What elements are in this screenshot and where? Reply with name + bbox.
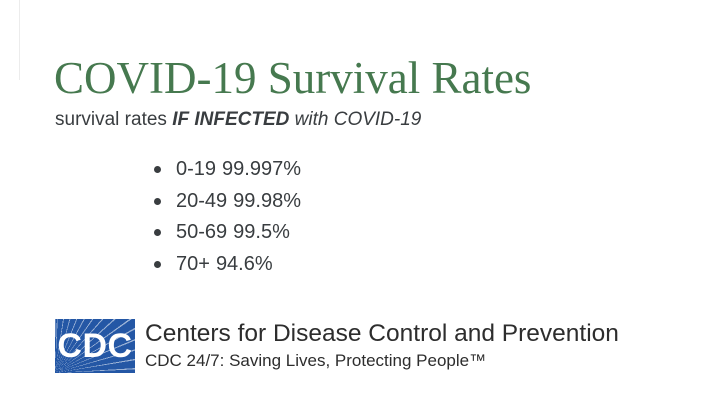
left-edge-divider: [19, 0, 20, 80]
age-group: 0-19: [176, 158, 217, 181]
survival-rate: 99.997%: [222, 158, 301, 181]
cdc-logo-text: CDC: [57, 327, 133, 365]
subtitle-emphasis: IF INFECTED: [172, 109, 290, 130]
survival-rate: 99.98%: [233, 189, 301, 212]
page-title: COVID-19 Survival Rates: [54, 53, 532, 104]
cdc-org-name: Centers for Disease Control and Preventi…: [145, 320, 619, 347]
cdc-footer: CDC Centers for Disease Control and Prev…: [55, 319, 619, 373]
subtitle-prefix: survival rates: [55, 109, 173, 130]
age-group: 20-49: [176, 189, 228, 212]
subtitle: survival rates IF INFECTED with COVID-19: [55, 108, 421, 133]
cdc-logo: CDC: [55, 319, 135, 373]
list-item: 0-19 99.997%: [154, 154, 301, 186]
cdc-org-block: Centers for Disease Control and Preventi…: [145, 319, 619, 372]
cdc-logo-rays-icon: [55, 319, 135, 373]
age-group: 50-69: [176, 221, 228, 244]
subtitle-suffix: with COVID-19: [289, 109, 422, 130]
list-item: 20-49 99.98%: [154, 186, 301, 218]
list-item: 50-69 99.5%: [154, 217, 301, 249]
list-item: 70+ 94.6%: [154, 249, 301, 281]
cdc-tagline: CDC 24/7: Saving Lives, Protecting Peopl…: [145, 351, 487, 371]
survival-rate: 99.5%: [233, 221, 290, 244]
age-group: 70+: [176, 252, 210, 275]
survival-rate: 94.6%: [215, 252, 273, 275]
survival-rates-list: 0-19 99.997% 20-49 99.98% 50-69 99.5% 70…: [154, 154, 301, 280]
